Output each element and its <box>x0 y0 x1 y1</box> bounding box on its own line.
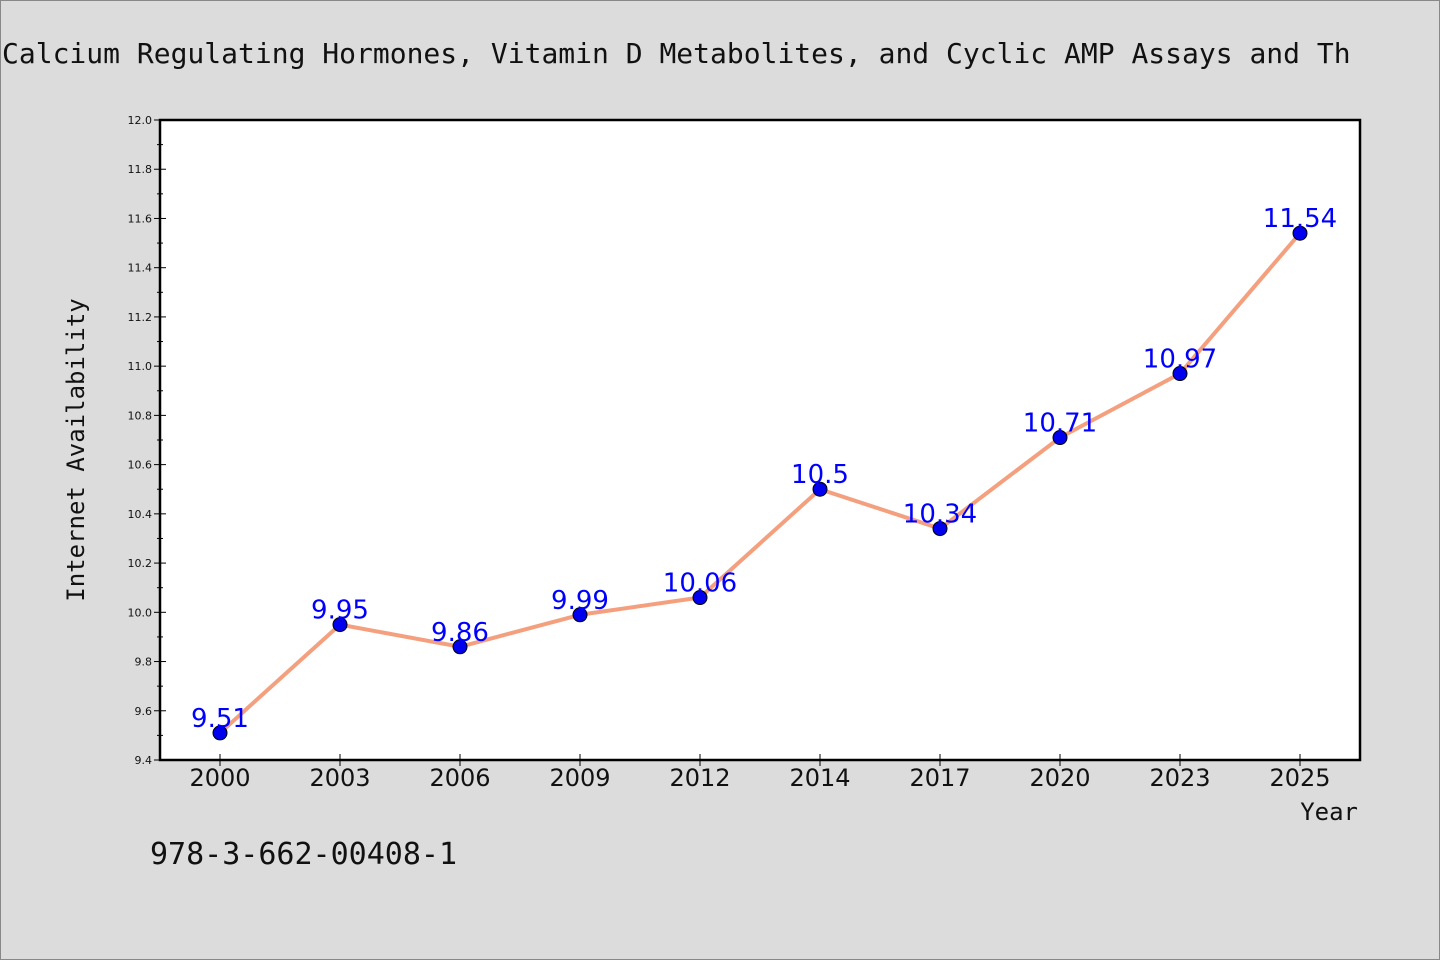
x-axis-label: Year <box>1300 798 1358 826</box>
data-point <box>932 521 948 537</box>
x-tick-label: 2006 <box>429 764 490 792</box>
x-tick-label: 2025 <box>1269 764 1330 792</box>
data-point <box>572 607 588 623</box>
isbn-text: 978-3-662-00408-1 <box>150 837 457 872</box>
data-label: 10.97 <box>1143 345 1217 375</box>
x-tick-label: 2012 <box>669 764 730 792</box>
x-tick-label: 2020 <box>1029 764 1090 792</box>
chart-title: Calcium Regulating Hormones, Vitamin D M… <box>2 37 1351 70</box>
data-label: 10.5 <box>791 460 849 490</box>
x-tick-label: 2000 <box>189 764 250 792</box>
x-tick-label: 2009 <box>549 764 610 792</box>
y-tick-label: 9.8 <box>135 656 153 669</box>
data-point <box>452 639 468 655</box>
plot-area <box>158 118 1362 762</box>
x-tick-label: 2003 <box>309 764 370 792</box>
data-label: 9.86 <box>431 618 489 648</box>
data-label: 10.71 <box>1023 409 1097 439</box>
y-tick-label: 10.6 <box>128 459 153 472</box>
series-layer: 9.51 9.95 9.86 9.99 10.06 10.5 10.34 10.71 10.97… <box>191 204 1337 741</box>
data-point <box>692 590 708 606</box>
y-tick-label: 11.4 <box>128 262 153 275</box>
y-axis-label: Internet Availability <box>62 298 90 601</box>
data-label: 10.06 <box>663 569 737 599</box>
data-label: 11.54 <box>1263 204 1337 234</box>
data-point <box>1052 430 1068 446</box>
x-tick-label: 2014 <box>789 764 850 792</box>
y-axis: 9.4 9.6 9.8 10.0 10.2 10.4 10.6 10.8 11.0 11.2 11.… <box>128 114 166 767</box>
y-tick-label: 9.4 <box>135 754 153 767</box>
y-tick-label: 11.8 <box>128 163 153 176</box>
data-label: 9.95 <box>311 596 369 626</box>
x-tick-label: 2017 <box>909 764 970 792</box>
data-point <box>1172 366 1188 382</box>
y-tick-label: 9.6 <box>135 705 153 718</box>
x-tick-label: 2023 <box>1149 764 1210 792</box>
data-label: 10.34 <box>903 500 977 530</box>
y-tick-label: 11.0 <box>128 360 153 373</box>
data-label: 9.51 <box>191 704 249 734</box>
data-label: 9.99 <box>551 586 609 616</box>
y-tick-label: 10.8 <box>128 409 153 422</box>
series-line <box>218 231 1302 735</box>
x-axis: 2000 2003 2006 2009 2012 2014 2017 2020 2023 2025 <box>189 754 1331 792</box>
data-point <box>812 481 828 497</box>
y-tick-label: 10.2 <box>128 557 153 570</box>
data-point <box>212 725 228 741</box>
y-tick-label: 10.0 <box>128 606 153 619</box>
data-point <box>1292 225 1308 241</box>
y-tick-label: 10.4 <box>128 508 153 521</box>
y-tick-label: 11.2 <box>128 311 153 324</box>
y-tick-label: 11.6 <box>128 212 153 225</box>
data-point <box>332 617 348 633</box>
y-tick-label: 12.0 <box>128 114 153 127</box>
